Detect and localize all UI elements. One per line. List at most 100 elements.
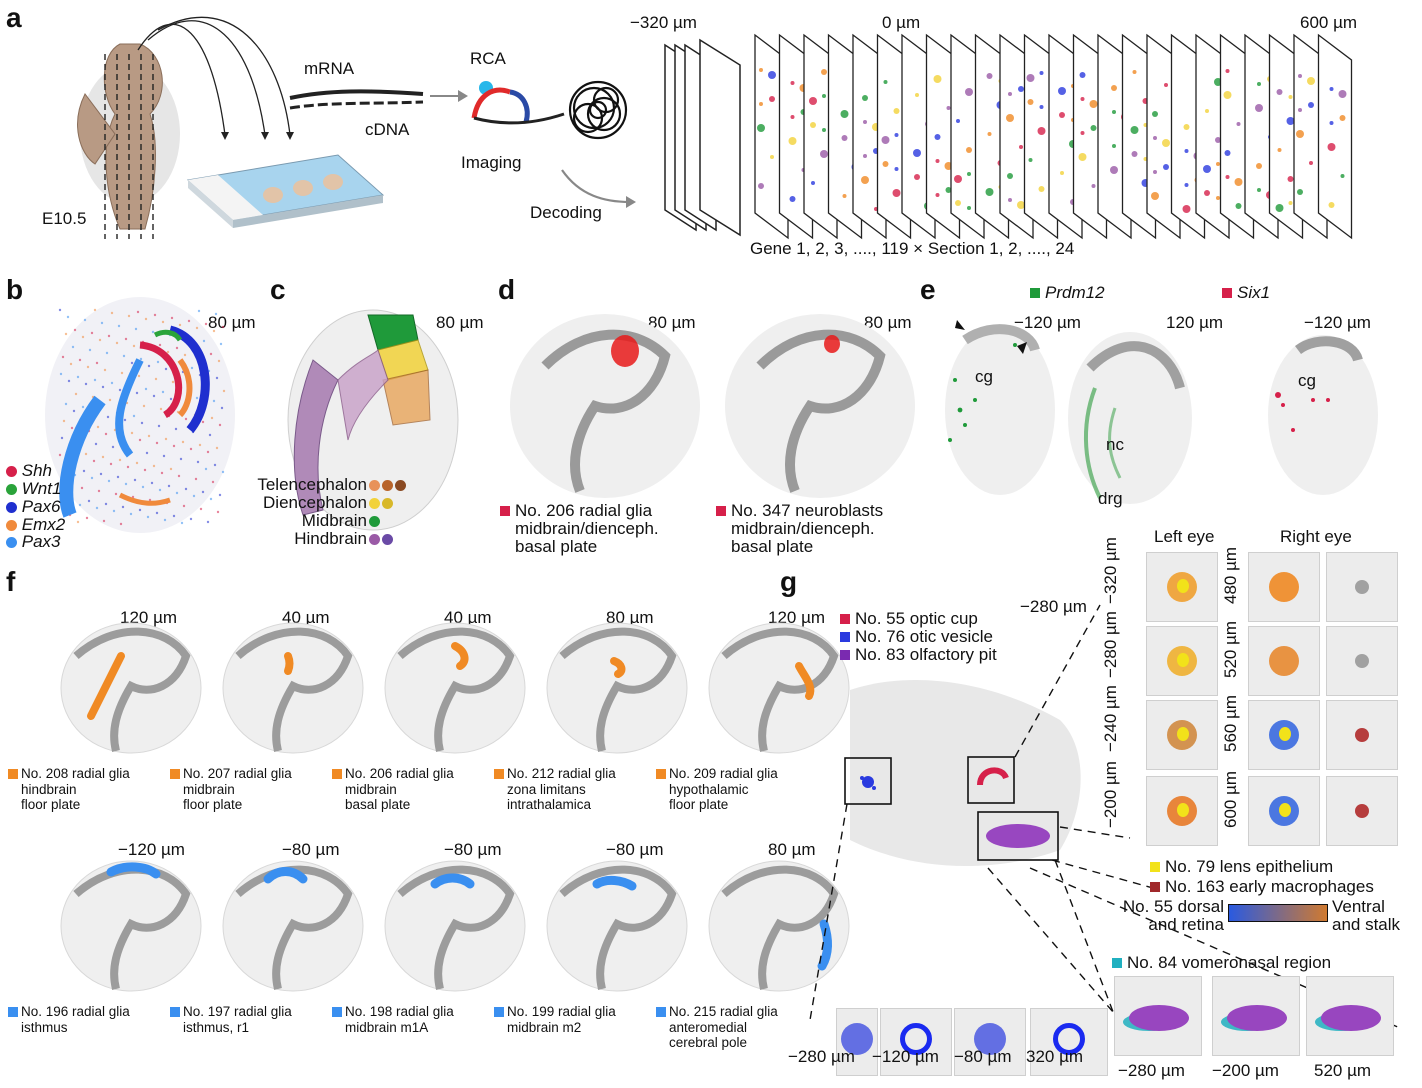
panel-f-depth: −80 µm xyxy=(444,840,502,859)
expression-dot xyxy=(184,487,188,491)
right-eye-depth: 560 µm xyxy=(1221,694,1240,752)
section-spot xyxy=(1018,86,1024,92)
zoom-thumbnail xyxy=(836,1008,878,1076)
expression-dot xyxy=(183,353,187,357)
zoom-thumbnail xyxy=(1306,976,1394,1056)
eye-signal xyxy=(1269,572,1299,602)
panel-f-caption: No. 209 radial glia hypothalamic floor p… xyxy=(656,766,778,813)
section-spot xyxy=(1338,90,1347,98)
panel-f-section-image xyxy=(384,860,526,992)
expression-dot xyxy=(97,489,101,493)
expression-dot xyxy=(145,451,149,455)
panel-f-depth: −80 µm xyxy=(606,840,664,859)
expression-dot xyxy=(90,331,94,335)
expression-dot xyxy=(118,388,122,392)
section-spot xyxy=(790,115,795,119)
section-spot xyxy=(913,149,921,157)
expression-dot xyxy=(206,520,210,524)
expression-dot xyxy=(147,364,151,368)
section-spot xyxy=(1007,173,1013,179)
expression-dot xyxy=(218,493,222,497)
eye-thumbnail xyxy=(1146,552,1218,622)
section-spot xyxy=(1257,188,1261,192)
expression-dot xyxy=(152,394,156,398)
scale-right-label: Ventral and stalk xyxy=(1332,897,1401,934)
expression-dot xyxy=(158,343,162,347)
section-spot xyxy=(759,68,763,72)
expression-dot xyxy=(90,476,94,480)
expression-dot xyxy=(98,338,102,342)
expression-dot xyxy=(135,391,139,395)
section-spot xyxy=(945,187,952,193)
section-spot xyxy=(1008,92,1012,96)
expression-dot xyxy=(164,437,168,441)
expression-dot xyxy=(217,359,221,363)
panel-f-section-image xyxy=(60,622,202,754)
expression-dot xyxy=(218,423,222,427)
expression-dot xyxy=(116,475,120,479)
section-spot xyxy=(1130,126,1139,134)
rca-product-coil xyxy=(568,80,628,140)
panel-f-depth: 120 µm xyxy=(120,608,178,627)
expression-dot xyxy=(64,402,68,406)
expression-dot xyxy=(155,511,159,515)
expression-dot xyxy=(175,491,179,495)
expression-dot xyxy=(204,467,208,471)
expression-dot xyxy=(136,310,140,314)
panel-f-depth: 40 µm xyxy=(444,608,492,627)
expression-dot xyxy=(61,355,65,359)
panel-f-caption: No. 207 radial glia midbrain floor plate xyxy=(170,766,292,813)
eye-signal xyxy=(1355,580,1369,594)
expression-dot xyxy=(167,484,171,488)
expression-dot xyxy=(164,367,168,371)
zoom-depth-label: 520 µm xyxy=(1314,1061,1372,1080)
expression-dot xyxy=(94,442,98,446)
expression-dot xyxy=(106,415,110,419)
expression-dot xyxy=(130,361,134,365)
legend-six1: Six1 xyxy=(1222,284,1270,302)
expression-dot xyxy=(181,440,185,444)
panel-f-section-image xyxy=(708,622,850,754)
expression-dot xyxy=(209,352,213,356)
expression-dot xyxy=(215,376,219,380)
expression-dot xyxy=(195,396,199,400)
panel-e-label-nc: nc xyxy=(1106,435,1124,454)
expression-dot xyxy=(138,438,142,442)
panel-label-a: a xyxy=(6,2,22,33)
section-spot xyxy=(1162,139,1170,147)
expression-dot xyxy=(220,406,224,410)
expression-dot xyxy=(201,490,205,494)
section-spot xyxy=(881,136,890,144)
expression-dot xyxy=(137,374,141,378)
panel-f-caption: No. 198 radial glia midbrain m1A xyxy=(332,1004,454,1035)
imaging-label: Imaging xyxy=(461,153,522,172)
panel-e-depth-2: 120 µm xyxy=(1166,313,1224,332)
expression-dot xyxy=(156,360,160,364)
rca-probe xyxy=(471,81,565,125)
section-spot xyxy=(1297,189,1303,195)
section-spot xyxy=(1288,95,1293,99)
section-spot xyxy=(892,189,901,197)
expression-dot xyxy=(222,389,226,393)
expression-dot xyxy=(59,372,63,376)
section-spot xyxy=(1078,153,1087,161)
expression-dot xyxy=(174,427,178,431)
section-spot xyxy=(759,102,763,106)
expression-dot xyxy=(192,494,196,498)
panel-e-section-3 xyxy=(1268,335,1378,495)
section-spot xyxy=(811,181,815,185)
expression-dot xyxy=(195,326,199,330)
expression-dot xyxy=(209,497,213,501)
zoom-thumbnail xyxy=(1212,976,1300,1056)
section-spot xyxy=(1182,205,1191,213)
panel-f-depth: −120 µm xyxy=(118,840,185,859)
section-spot xyxy=(1216,196,1220,200)
section-spot xyxy=(882,161,889,167)
expression-dot xyxy=(76,375,80,379)
embryo-illustration xyxy=(77,43,180,239)
expression-dot xyxy=(159,407,163,411)
expression-dot xyxy=(83,318,87,322)
expression-dot xyxy=(190,366,194,370)
legend-hindbrain: Hindbrain xyxy=(226,529,406,548)
expression-dot xyxy=(214,312,218,316)
